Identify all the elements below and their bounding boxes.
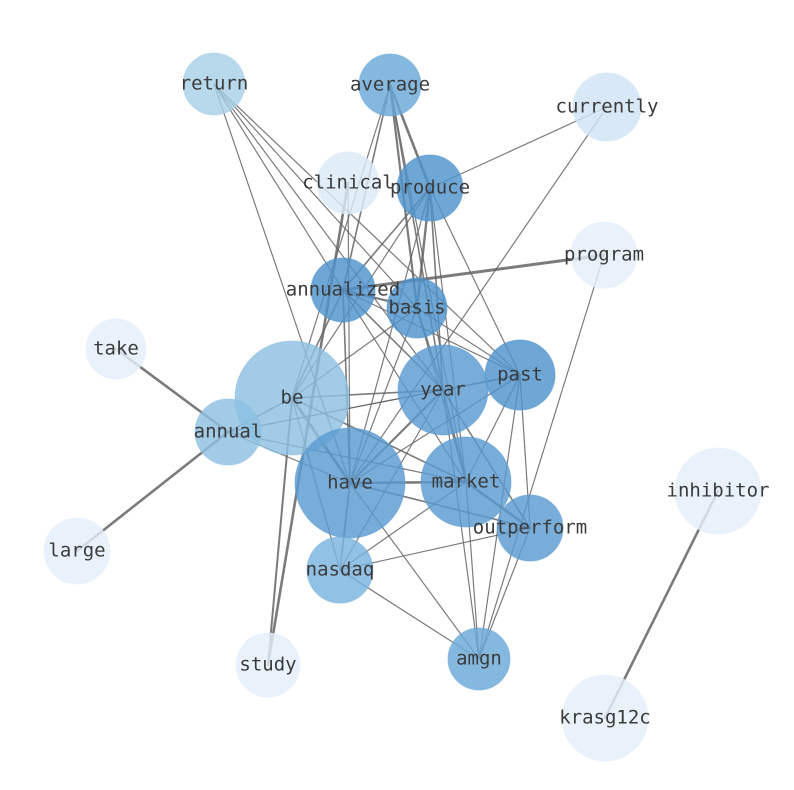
graph-node-inhibitor[interactable] [674, 447, 762, 535]
graph-node-label-program: program [564, 244, 644, 266]
graph-node-label-produce: produce [390, 177, 470, 199]
graph-edge [341, 253, 606, 292]
graph-node-market[interactable] [420, 436, 512, 528]
graph-node-label-outperform: outperform [473, 517, 587, 539]
graph-node-currently[interactable] [572, 72, 642, 142]
graph-edge [349, 106, 608, 484]
graph-node-nasdaq[interactable] [306, 536, 374, 604]
graph-node-be[interactable] [234, 340, 350, 456]
graph-node-label-basis: basis [388, 297, 445, 319]
graph-node-study[interactable] [235, 632, 301, 698]
graph-node-label-market: market [432, 471, 501, 493]
graph-edge [478, 254, 605, 660]
graph-node-annual[interactable] [194, 398, 262, 466]
graph-node-produce[interactable] [396, 154, 464, 222]
graph-node-large[interactable] [43, 517, 111, 585]
graph-node-label-nasdaq: nasdaq [306, 559, 375, 581]
graph-node-label-inhibitor: inhibitor [667, 480, 770, 502]
graph-node-take[interactable] [85, 318, 147, 380]
graph-edge [213, 83, 344, 291]
graph-node-label-be: be [281, 387, 304, 409]
graph-edge [429, 187, 467, 483]
graph-node-label-annualized: annualized [286, 279, 400, 301]
graph-node-basis[interactable] [386, 277, 448, 339]
node-layer [43, 52, 762, 762]
graph-node-have[interactable] [294, 427, 406, 539]
graph-node-label-year: year [420, 379, 466, 401]
graph-node-krasg12c[interactable] [561, 674, 649, 762]
graph-node-clinical[interactable] [316, 151, 380, 215]
graph-node-label-clinical: clinical [302, 172, 394, 194]
graph-node-label-annual: annual [194, 421, 263, 443]
graph-node-label-past: past [497, 364, 543, 386]
graph-node-label-study: study [239, 654, 296, 676]
graph-node-year[interactable] [397, 344, 489, 436]
graph-node-label-krasg12c: krasg12c [559, 707, 651, 729]
graph-node-label-have: have [327, 472, 373, 494]
graph-node-annualized[interactable] [310, 257, 376, 323]
graph-node-label-return: return [180, 73, 249, 95]
graph-node-label-currently: currently [556, 96, 659, 118]
graph-node-amgn[interactable] [447, 627, 511, 691]
graph-node-label-take: take [93, 338, 139, 360]
graph-node-program[interactable] [570, 221, 638, 289]
graph-node-outperform[interactable] [496, 494, 564, 562]
graph-node-label-large: large [48, 540, 105, 562]
graph-node-label-amgn: amgn [456, 648, 502, 670]
graph-edge [213, 83, 418, 309]
graph-node-return[interactable] [182, 52, 246, 116]
graph-node-label-average: average [350, 74, 430, 96]
graph-edge [213, 83, 521, 376]
graph-node-average[interactable] [358, 53, 422, 117]
